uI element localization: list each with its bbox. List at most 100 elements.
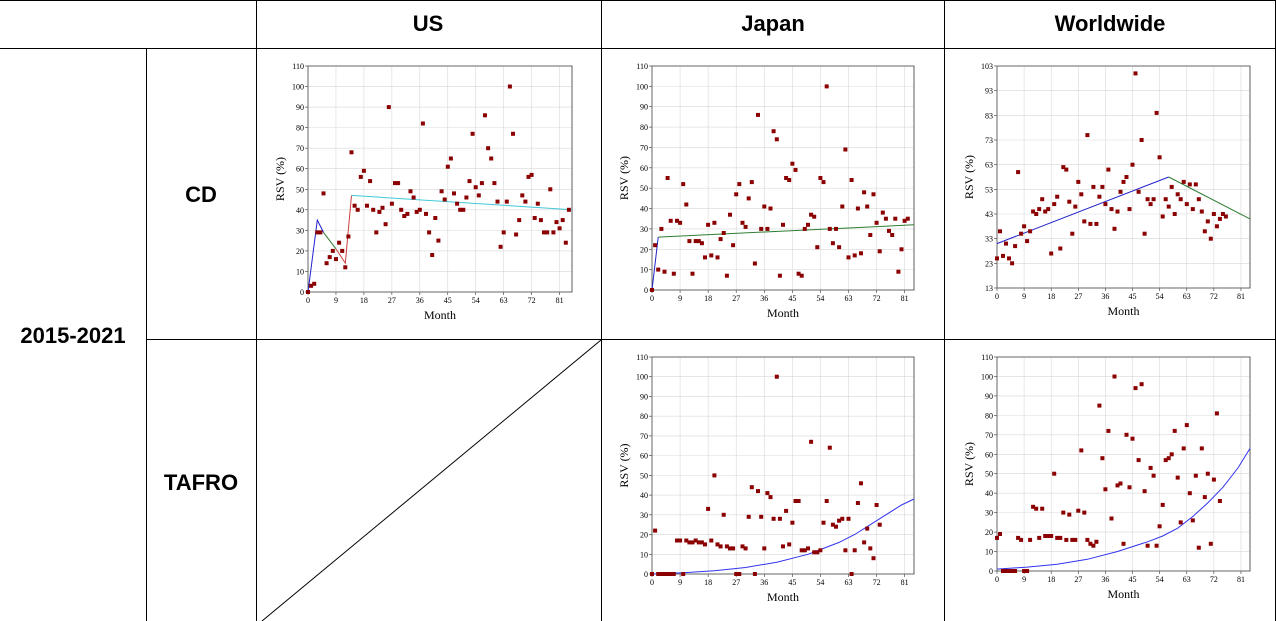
data-point <box>883 216 888 221</box>
data-point <box>659 572 664 576</box>
data-point <box>1163 458 1168 463</box>
y-tick-label: 20 <box>985 528 993 537</box>
data-point <box>809 439 814 444</box>
data-point <box>796 271 801 276</box>
data-point <box>1016 170 1021 175</box>
data-point <box>1181 179 1186 184</box>
data-point <box>420 121 425 126</box>
data-point <box>684 538 689 543</box>
data-point <box>371 207 376 212</box>
data-point <box>442 197 447 202</box>
x-tick-label: 63 <box>500 296 508 305</box>
data-point <box>452 191 456 196</box>
plot-frame <box>651 356 915 575</box>
data-point <box>1214 224 1219 229</box>
data-point <box>507 84 512 89</box>
y-tick-label: 83 <box>985 111 993 120</box>
data-point <box>877 522 882 527</box>
data-point <box>877 249 882 254</box>
data-point <box>737 572 742 576</box>
data-point <box>1187 182 1192 187</box>
data-point <box>1022 569 1027 573</box>
col-header-japan: Japan <box>741 11 805 36</box>
x-tick-label: 81 <box>901 294 909 303</box>
y-tick-label: 0 <box>644 286 648 295</box>
data-point <box>1217 216 1222 221</box>
data-point <box>1124 432 1129 437</box>
y-tick-label: 20 <box>296 247 304 256</box>
x-tick-label: 27 <box>732 578 740 587</box>
data-point <box>417 207 422 212</box>
plot-area <box>996 356 1251 572</box>
data-point <box>799 273 804 278</box>
data-point <box>728 212 732 217</box>
data-point <box>318 230 323 235</box>
period-label: 2015-2021 <box>20 323 125 348</box>
data-point <box>464 195 469 200</box>
x-tick-label: 27 <box>732 294 740 303</box>
data-point <box>1196 197 1201 202</box>
data-point <box>749 485 754 490</box>
y-tick-label: 40 <box>640 205 648 214</box>
y-tick-label: 70 <box>985 431 993 440</box>
y-tick-label: 110 <box>292 62 304 71</box>
data-point <box>542 230 546 235</box>
plot-area <box>651 356 915 575</box>
data-point <box>355 207 360 212</box>
data-point <box>476 193 481 198</box>
data-point <box>1157 155 1162 160</box>
plot-frame <box>996 356 1251 572</box>
data-point <box>678 538 683 543</box>
data-point <box>696 239 701 244</box>
data-point <box>653 528 658 533</box>
data-point <box>1127 485 1132 490</box>
data-point <box>840 516 845 521</box>
data-point <box>1145 543 1150 548</box>
data-point <box>1004 569 1008 573</box>
data-point <box>699 241 704 246</box>
col-header-worldwide: Worldwide <box>1055 11 1166 36</box>
data-point <box>1097 194 1102 199</box>
data-point <box>1109 516 1114 521</box>
data-point <box>1025 569 1030 573</box>
x-tick-label: 54 <box>472 296 480 305</box>
data-point <box>699 540 704 545</box>
data-point <box>1034 506 1039 511</box>
y-axis-label: RSV (%) <box>273 157 287 201</box>
data-point <box>718 544 723 549</box>
data-point <box>1178 520 1183 525</box>
data-point <box>1058 246 1063 251</box>
data-point <box>545 230 550 235</box>
data-point <box>1208 236 1213 241</box>
data-point <box>1151 197 1156 202</box>
y-tick-label: 70 <box>640 143 648 152</box>
x-tick-label: 54 <box>816 294 824 303</box>
data-point <box>781 222 785 227</box>
data-point <box>358 174 363 179</box>
data-point <box>334 257 338 262</box>
y-tick-label: 10 <box>296 267 304 276</box>
data-point <box>566 207 571 212</box>
y-tick-label: 80 <box>640 123 648 132</box>
col-header-us: US <box>413 11 444 36</box>
data-point <box>834 226 838 231</box>
data-point <box>765 226 770 231</box>
trend-line <box>1168 176 1251 220</box>
data-point <box>1106 428 1111 433</box>
data-point <box>1001 253 1005 258</box>
data-point <box>1166 456 1171 461</box>
x-tick-label: 18 <box>1047 292 1055 301</box>
x-tick-label: 81 <box>1237 292 1245 301</box>
data-point <box>756 112 760 117</box>
data-point <box>671 572 676 576</box>
data-point <box>1169 184 1174 189</box>
data-point <box>501 230 506 235</box>
data-point <box>998 229 1002 234</box>
data-point <box>887 228 891 233</box>
data-point <box>1205 219 1210 224</box>
data-point <box>1100 184 1105 189</box>
y-tick-label: 30 <box>640 511 648 520</box>
x-tick-label: 72 <box>873 578 881 587</box>
y-tick-label: 110 <box>636 62 648 71</box>
y-tick-label: 60 <box>985 450 993 459</box>
